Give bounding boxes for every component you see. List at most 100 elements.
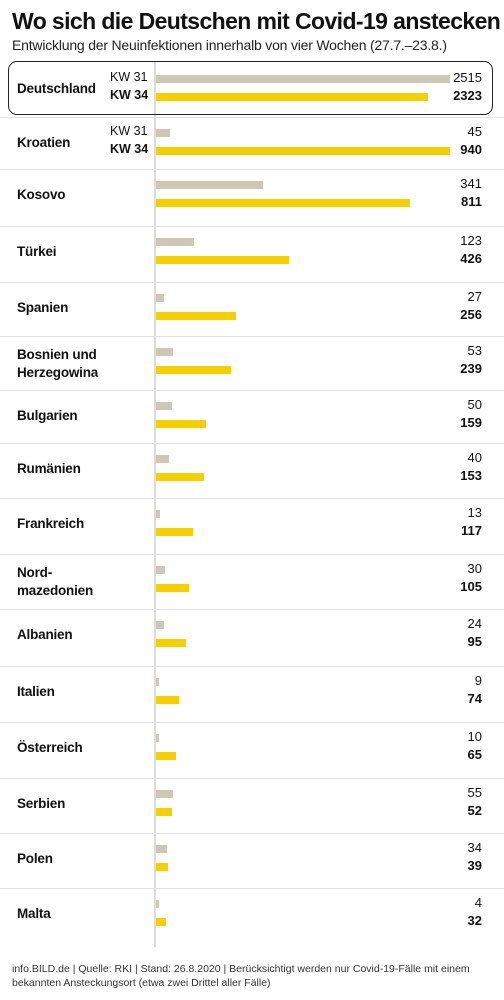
bar-kw31	[156, 75, 450, 83]
kw31-label: KW 31	[110, 70, 148, 84]
country-label: Deutschland	[17, 81, 96, 96]
bar-kw31	[156, 402, 172, 410]
value-kw34: 426	[460, 251, 482, 266]
bar-kw34	[156, 473, 204, 481]
row-nord-mazedonien: Nord- mazedonien 30 105	[0, 554, 504, 612]
row-kosovo: Kosovo 341 811	[0, 169, 504, 229]
kw34-label: KW 34	[110, 88, 149, 102]
country-label: Albanien	[17, 627, 73, 642]
bar-kw34	[156, 918, 166, 926]
value-kw34: 74	[467, 691, 482, 706]
row-bosnien-und-herzegowina: Bosnien und Herzegowina 53 239	[0, 336, 504, 393]
row-separator	[0, 282, 504, 283]
value-kw31: 24	[467, 616, 482, 631]
bar-kw34	[156, 256, 290, 264]
country-label: Österreich	[17, 740, 83, 755]
value-kw34: 117	[461, 523, 482, 538]
country-label: Türkei	[17, 244, 57, 259]
row-türkei: Türkei 123 426	[0, 226, 504, 285]
bar-axis-line	[154, 62, 156, 947]
row-separator	[0, 888, 504, 889]
row-malta: Malta 4 32	[0, 888, 504, 946]
value-kw31: 50	[467, 397, 482, 412]
bar-kw31	[156, 181, 263, 189]
value-kw34: 2323	[453, 88, 482, 103]
value-kw34: 52	[467, 803, 482, 818]
row-separator	[0, 554, 504, 555]
bar-kw34	[156, 312, 237, 320]
value-kw31: 4	[474, 895, 482, 910]
value-kw34: 940	[460, 142, 482, 157]
value-kw31: 34	[467, 840, 482, 855]
value-kw31: 30	[467, 561, 482, 576]
value-kw34: 153	[460, 468, 482, 483]
row-separator	[0, 390, 504, 391]
row-separator	[0, 169, 504, 170]
row-serbien: Serbien 55 52	[0, 778, 504, 836]
value-kw34: 32	[467, 913, 482, 928]
row-separator	[0, 498, 504, 499]
country-label: Bulgarien	[17, 408, 78, 423]
kw34-label: KW 34	[110, 142, 149, 156]
bar-kw34	[156, 93, 428, 101]
value-kw31: 123	[460, 233, 482, 248]
bar-kw31	[156, 678, 159, 686]
bar-kw31	[156, 900, 159, 908]
country-label: Polen	[17, 851, 53, 866]
value-kw31: 53	[467, 343, 482, 358]
row-kroatien: Kroatien KW 31 KW 34 45 940	[0, 117, 504, 172]
bar-kw31	[156, 348, 173, 356]
bar-kw31	[156, 455, 169, 463]
country-label: Serbien	[17, 796, 66, 811]
country-label: Bosnien und Herzegowina	[17, 347, 99, 380]
bar-kw34	[156, 639, 186, 647]
value-kw34: 65	[467, 747, 482, 762]
country-label: Frankreich	[17, 516, 85, 531]
value-kw31: 27	[467, 289, 482, 304]
country-label: Kroatien	[17, 135, 71, 150]
chart-title: Wo sich die Deutschen mit Covid-19 anste…	[12, 8, 501, 34]
country-label: Nord- mazedonien	[17, 565, 94, 598]
row-separator	[0, 117, 504, 118]
bar-kw34	[156, 199, 410, 207]
source-footer: info.BILD.de | Quelle: RKI | Stand: 26.8…	[12, 963, 470, 989]
bar-kw34	[156, 808, 173, 816]
bar-kw31	[156, 734, 160, 742]
value-kw34: 239	[460, 361, 482, 376]
value-kw31: 55	[467, 785, 482, 800]
row-separator	[0, 226, 504, 227]
kw31-label: KW 31	[110, 124, 148, 138]
row-separator	[0, 666, 504, 667]
value-kw34: 159	[460, 415, 482, 430]
bar-kw31	[156, 845, 167, 853]
country-label: Spanien	[17, 300, 69, 315]
bar-kw34	[156, 366, 231, 374]
bar-kw31	[156, 566, 166, 574]
bar-kw34	[156, 696, 180, 704]
value-kw31: 2515	[453, 70, 482, 85]
highlight-box-deutschland	[8, 61, 493, 115]
bar-kw34	[156, 752, 177, 760]
value-kw31: 341	[460, 176, 482, 191]
value-kw34: 39	[467, 858, 482, 873]
row-deutschland: Deutschland KW 31 KW 34 2515 2323	[0, 66, 504, 120]
chart-subtitle: Entwicklung der Neuinfektionen innerhalb…	[12, 37, 447, 53]
country-label: Kosovo	[17, 187, 66, 202]
value-kw31: 9	[474, 673, 482, 688]
value-kw34: 811	[461, 194, 482, 209]
bar-kw31	[156, 790, 174, 798]
row-albanien: Albanien 24 95	[0, 609, 504, 669]
bar-kw31	[156, 294, 165, 302]
country-label: Rumänien	[17, 461, 81, 476]
row-separator	[0, 722, 504, 723]
value-kw34: 256	[460, 307, 482, 322]
value-kw34: 105	[460, 579, 482, 594]
bar-kw31	[156, 238, 195, 246]
row-italien: Italien 9 74	[0, 666, 504, 725]
row-rumänien: Rumänien 40 153	[0, 443, 504, 501]
bar-kw34	[156, 147, 450, 155]
country-label: Italien	[17, 684, 55, 699]
row-separator	[0, 609, 504, 610]
row-bulgarien: Bulgarien 50 159	[0, 390, 504, 446]
value-kw31: 45	[467, 124, 482, 139]
